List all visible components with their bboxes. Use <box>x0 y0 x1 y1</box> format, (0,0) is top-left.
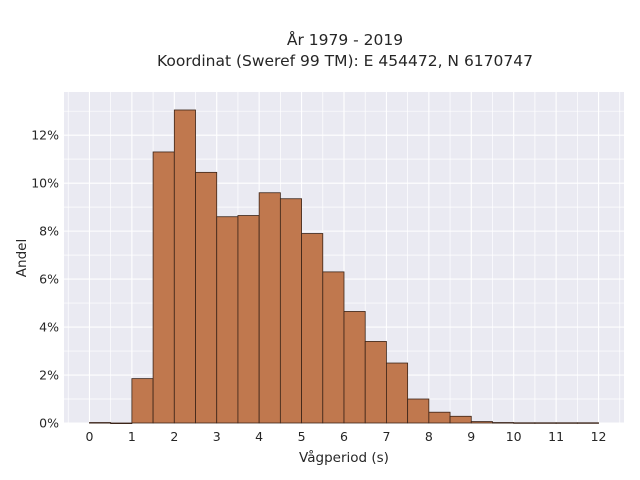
x-tick-label: 6 <box>340 429 348 444</box>
histogram-bar <box>279 198 302 424</box>
y-tick-label: 8% <box>39 224 59 239</box>
y-tick-label: 6% <box>39 272 59 287</box>
x-tick-label: 10 <box>506 429 522 444</box>
y-tick-label: 12% <box>31 128 59 143</box>
histogram-bar <box>555 422 578 424</box>
x-tick-label: 1 <box>128 429 136 444</box>
histogram-bar <box>513 422 536 424</box>
x-tick-label: 9 <box>467 429 475 444</box>
x-tick-label: 0 <box>85 429 93 444</box>
histogram-bar <box>428 411 451 424</box>
histogram-bar <box>89 422 112 424</box>
chart-title-line-2: Koordinat (Sweref 99 TM): E 454472, N 61… <box>157 52 533 70</box>
histogram-bar <box>449 415 472 424</box>
x-tick-label: 12 <box>591 429 607 444</box>
chart-title-line-1: År 1979 - 2019 <box>287 30 403 49</box>
histogram-bar <box>492 422 515 424</box>
x-tick-label: 4 <box>255 429 263 444</box>
x-tick-label: 11 <box>548 429 564 444</box>
x-tick-label: 5 <box>298 429 306 444</box>
y-tick-label: 2% <box>39 368 59 383</box>
y-tick-label: 4% <box>39 320 59 335</box>
histogram-bar <box>364 341 387 424</box>
histogram-bar <box>322 271 345 424</box>
y-axis-label: Andel <box>14 239 30 277</box>
histogram-bars <box>89 109 599 425</box>
histogram-bar <box>110 422 133 425</box>
histogram-bar <box>470 421 493 424</box>
histogram-bar <box>407 398 430 424</box>
histogram-bar <box>343 311 366 424</box>
histogram-bar <box>195 171 218 424</box>
x-axis-label: Vågperiod (s) <box>299 449 389 466</box>
x-tick-label: 8 <box>425 429 433 444</box>
y-axis-ticks: 0% 2% 4% 6% 8% 10% 12% <box>31 128 59 431</box>
histogram-bar <box>386 362 409 424</box>
x-tick-label: 2 <box>170 429 178 444</box>
histogram-bar <box>576 422 599 424</box>
histogram-bar <box>301 233 324 424</box>
histogram-bar <box>534 422 557 424</box>
histogram-bar <box>258 192 281 424</box>
histogram-bar <box>237 215 260 424</box>
histogram-bar <box>152 151 175 424</box>
histogram-bar <box>173 109 196 424</box>
y-tick-label: 10% <box>31 176 59 191</box>
x-tick-label: 7 <box>382 429 390 444</box>
histogram-bar <box>216 216 239 424</box>
x-tick-label: 3 <box>213 429 221 444</box>
x-axis-ticks: 0 1 2 3 4 5 6 7 8 9 10 11 12 <box>85 429 606 444</box>
y-tick-label: 0% <box>39 416 59 431</box>
histogram-bar <box>131 378 154 424</box>
